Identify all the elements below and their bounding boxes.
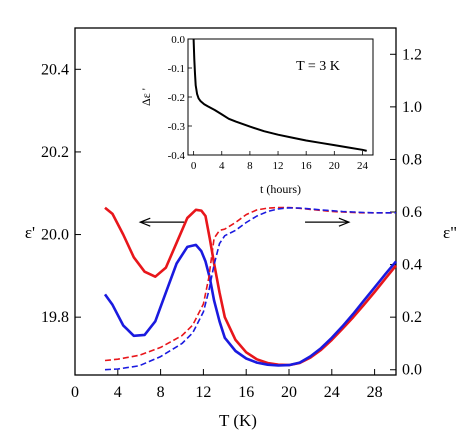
inset-frame (187, 38, 374, 156)
y-left-tick-label: 20.0 (41, 227, 69, 244)
y-right-tick-label: 0.6 (402, 204, 422, 221)
x-tick-label: 8 (157, 384, 165, 401)
direction-arrows (138, 217, 351, 227)
y-left-tick-label: 20.4 (41, 61, 69, 78)
inset-y-tick-label: -0.1 (168, 63, 185, 75)
y-left-tick-label: 19.8 (41, 309, 69, 326)
main-plot: 0 4 8 12 16 20 24 28 19.8 20.0 20.2 20.4 0.0 0.2 0.4 0.… (41, 27, 422, 401)
inset-x-tick-label: 24 (357, 160, 369, 172)
inset-series-line-1 (192, 38, 367, 152)
x-tick-label: 24 (324, 384, 340, 401)
inset-x-tick-label: 8 (247, 160, 253, 172)
main-series-group (103, 206, 398, 371)
x-tick-label: 12 (195, 384, 211, 401)
series-line-1 (104, 206, 398, 367)
inset-x-axis-label: t (hours) (260, 182, 301, 196)
series-line-3 (104, 206, 396, 362)
arrow-head-2 (338, 217, 351, 227)
y-left-tick-label: 20.2 (41, 144, 69, 161)
y-right-tick-label: 0.0 (402, 362, 422, 379)
main-frame (74, 27, 397, 376)
y-right-tick-label: 0.2 (402, 309, 422, 326)
x-tick-label: 16 (238, 384, 254, 401)
y-right-tick-label: 1.0 (402, 99, 422, 116)
inset-x-tick-label: 16 (301, 160, 313, 172)
series-line-2 (103, 243, 397, 367)
inset-x-tick-label: 12 (273, 160, 284, 172)
x-tick-label: 20 (281, 384, 297, 401)
inset-x-tick-label: 20 (329, 160, 341, 172)
x-axis-label: T (K) (219, 411, 257, 430)
arrow-head-1 (138, 217, 151, 227)
y-axis-right-label: ε" (443, 223, 457, 242)
x-tick-label: 28 (367, 384, 383, 401)
inset-x-tick-label: 4 (219, 160, 225, 172)
series-line-4 (104, 207, 396, 371)
y-right-tick-label: 0.8 (402, 151, 422, 168)
inset-y-tick-label: -0.3 (168, 121, 186, 133)
inset-y-tick-label: -0.2 (168, 92, 185, 104)
inset-y-tick-label: 0.0 (171, 34, 185, 46)
inset-x-tick-label: 0 (191, 160, 197, 172)
x-tick-label: 4 (114, 384, 122, 401)
inset-annotation: T = 3 K (296, 59, 340, 74)
inset-y-tick-label: -0.4 (168, 150, 186, 162)
y-axis-left-label: ε' (25, 223, 35, 242)
inset-y-axis-label: Δε ' (139, 88, 153, 106)
y-right-tick-label: 1.2 (402, 46, 422, 63)
x-tick-label: 0 (71, 384, 79, 401)
y-right-tick-label: 0.4 (402, 257, 422, 274)
inset-plot: 0 4 8 12 16 20 24 0.0 -0.1 -0.2 -0.3 -0.4 T = 3 K t (… (139, 34, 374, 196)
